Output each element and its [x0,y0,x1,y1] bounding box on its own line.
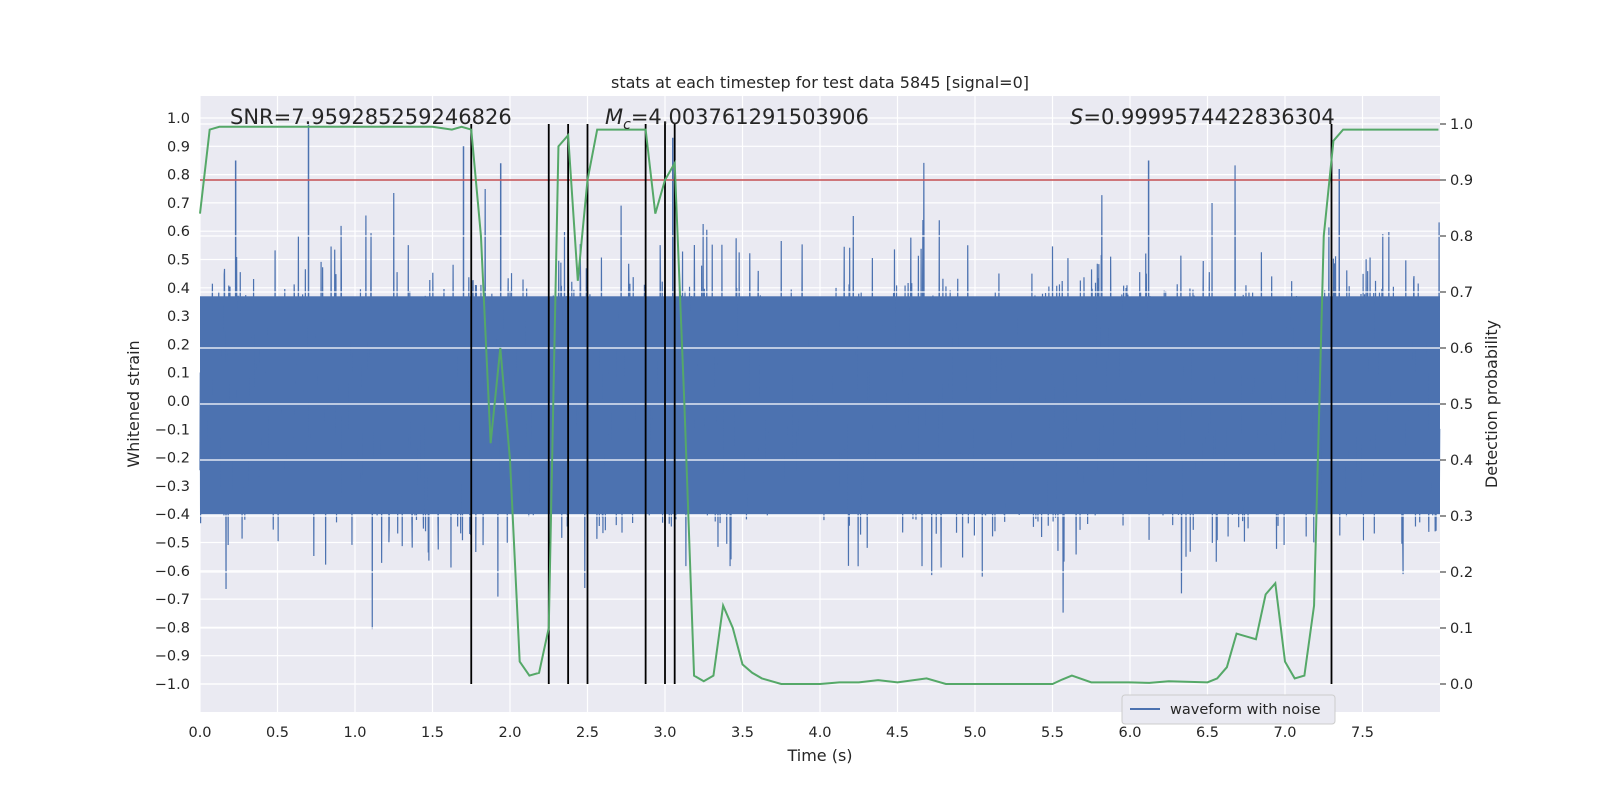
significance-symbol: S [1070,105,1083,129]
y-right-axis-ticks: 1.0 0.9 0.8 0.7 0.6 0.5 0.4 0.3 0.2 0.1 0.0 [1440,117,1473,693]
y-left-tick-label: −0.9 [155,649,190,665]
x-tick-label: 3.5 [731,725,754,741]
snr-annotation: SNR=7.959285259246826 [230,105,512,129]
y-right-tick-label: 0.7 [1450,285,1473,301]
waveform-series [199,123,1441,630]
x-tick-label: 5.0 [963,725,986,741]
y-left-tick-label: −1.0 [155,677,190,693]
y-left-tick-label: 0.6 [167,224,190,240]
x-tick-label: 7.0 [1273,725,1296,741]
y-left-tick-label: −0.4 [155,507,190,523]
chirp-mass-value: =4.003761291503906 [631,105,869,129]
y-right-tick-label: 0.0 [1450,677,1473,693]
y-right-tick-label: 0.4 [1450,453,1473,469]
y-left-tick-label: 0.1 [167,366,190,382]
x-axis-label: Time (s) [786,746,852,765]
waveform-trace [199,162,1441,630]
x-axis-ticks: 0.0 0.5 1.0 1.5 2.0 2.5 3.0 3.5 4.0 4.5 5.0 5.5 6.0 6… [188,725,1374,741]
y-left-axis-label: Whitened strain [124,340,143,467]
x-tick-label: 0.0 [188,725,211,741]
x-tick-label: 6.5 [1196,725,1219,741]
legend-box [1121,694,1336,725]
y-right-tick-label: 0.8 [1450,229,1473,245]
x-tick-label: 5.5 [1041,725,1064,741]
x-tick-label: 1.0 [343,725,366,741]
y-right-axis-label: Detection probability [1482,320,1501,488]
y-left-tick-label: 0.4 [167,281,190,297]
x-tick-label: 1.5 [421,725,444,741]
y-left-tick-label: −0.6 [155,564,190,580]
y-left-tick-label: −0.7 [155,592,190,608]
y-right-tick-label: 0.1 [1450,621,1473,637]
y-left-tick-label: 0.0 [167,394,190,410]
y-left-tick-label: 0.8 [167,168,190,184]
chirp-mass-symbol: M [605,105,623,129]
y-left-tick-label: 0.3 [167,309,190,325]
y-left-axis-ticks: 1.0 0.9 0.8 0.7 0.6 0.5 0.4 0.3 0.2 0.1 0.0 −0.1 −0.… [155,111,190,693]
x-tick-label: 6.0 [1118,725,1141,741]
y-right-tick-label: 1.0 [1450,117,1473,133]
chirp-mass-annotation: Mc=4.003761291503906 [605,105,869,133]
y-left-tick-label: −0.5 [155,536,190,552]
probability-line [199,125,1439,685]
y-left-tick-label: −0.3 [155,479,190,495]
y-left-tick-label: −0.1 [155,422,190,438]
x-tick-label: 0.5 [266,725,289,741]
y-left-tick-label: −0.2 [155,451,190,467]
y-left-tick-label: 0.5 [167,253,190,269]
legend: waveform with noise [1121,694,1336,725]
y-right-tick-label: 0.3 [1450,509,1473,525]
y-left-tick-label: 0.7 [167,196,190,212]
y-right-tick-label: 0.9 [1450,173,1473,189]
chirp-mass-subscript: c [623,117,631,133]
significance-value: =0.9999574422836304 [1083,105,1334,129]
y-right-tick-label: 0.6 [1450,341,1473,357]
x-tick-label: 4.0 [808,725,831,741]
x-tick-label: 2.5 [576,725,599,741]
y-left-tick-label: 0.2 [167,337,190,353]
x-tick-label: 3.0 [653,725,676,741]
y-right-tick-label: 0.2 [1450,565,1473,581]
x-tick-label: 4.5 [886,725,909,741]
y-left-tick-label: 1.0 [167,111,190,127]
chart-title: stats at each timestep for test data 584… [611,73,1029,92]
y-left-tick-label: −0.8 [155,620,190,636]
significance-annotation: S=0.9999574422836304 [1070,105,1335,129]
x-tick-label: 2.0 [498,725,521,741]
y-right-tick-label: 0.5 [1450,397,1473,413]
legend-label: waveform with noise [1170,702,1321,718]
x-tick-label: 7.5 [1351,725,1374,741]
y-left-tick-label: 0.9 [167,139,190,155]
